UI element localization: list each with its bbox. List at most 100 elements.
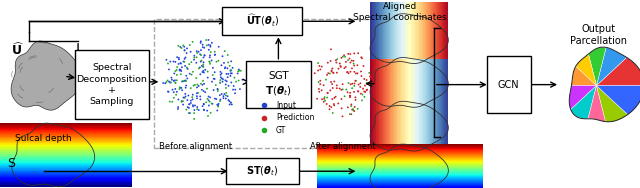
Polygon shape bbox=[413, 59, 414, 188]
Polygon shape bbox=[317, 158, 483, 159]
Polygon shape bbox=[429, 15, 430, 150]
Point bbox=[226, 69, 236, 72]
Point bbox=[218, 78, 228, 81]
Point bbox=[168, 91, 179, 94]
Point bbox=[210, 53, 220, 56]
Polygon shape bbox=[317, 177, 483, 178]
Polygon shape bbox=[388, 15, 389, 150]
Polygon shape bbox=[317, 167, 483, 168]
Polygon shape bbox=[0, 124, 132, 125]
Polygon shape bbox=[435, 59, 436, 188]
Point bbox=[207, 41, 217, 44]
Point bbox=[217, 77, 227, 80]
Point bbox=[227, 103, 237, 106]
Polygon shape bbox=[438, 0, 439, 107]
Point bbox=[174, 58, 184, 61]
Point bbox=[167, 100, 177, 103]
Polygon shape bbox=[0, 146, 132, 147]
Point bbox=[359, 77, 369, 80]
Point bbox=[169, 96, 179, 99]
Polygon shape bbox=[429, 59, 430, 188]
FancyBboxPatch shape bbox=[487, 56, 531, 114]
Polygon shape bbox=[405, 15, 406, 150]
Point bbox=[198, 43, 208, 46]
Text: Prediction: Prediction bbox=[276, 113, 314, 122]
Polygon shape bbox=[317, 186, 483, 187]
Point bbox=[216, 64, 227, 67]
Polygon shape bbox=[317, 166, 483, 167]
FancyBboxPatch shape bbox=[154, 19, 406, 148]
Polygon shape bbox=[414, 59, 415, 188]
Point bbox=[180, 95, 191, 98]
Point bbox=[177, 100, 187, 103]
Point bbox=[236, 69, 246, 72]
Point bbox=[200, 68, 211, 71]
Point bbox=[178, 103, 188, 106]
Polygon shape bbox=[395, 0, 396, 107]
Point bbox=[322, 96, 332, 99]
Polygon shape bbox=[391, 15, 392, 150]
Point bbox=[324, 72, 335, 75]
Point bbox=[337, 88, 348, 91]
Polygon shape bbox=[373, 59, 374, 188]
Point bbox=[191, 61, 202, 64]
Polygon shape bbox=[376, 59, 377, 188]
Point bbox=[189, 117, 199, 120]
Polygon shape bbox=[317, 181, 483, 182]
Point bbox=[356, 70, 366, 73]
Point bbox=[322, 74, 332, 77]
Point bbox=[234, 68, 244, 71]
Point bbox=[349, 64, 359, 67]
Point bbox=[198, 105, 208, 108]
Polygon shape bbox=[400, 59, 401, 188]
Polygon shape bbox=[0, 137, 132, 138]
Point bbox=[360, 84, 370, 87]
Point bbox=[163, 62, 173, 65]
Polygon shape bbox=[0, 143, 132, 144]
Point bbox=[207, 74, 218, 77]
Point bbox=[180, 64, 190, 67]
Polygon shape bbox=[317, 162, 483, 163]
Point bbox=[188, 105, 198, 108]
Point bbox=[203, 76, 213, 79]
Point bbox=[221, 72, 232, 75]
Point bbox=[192, 83, 202, 86]
Point bbox=[215, 98, 225, 101]
Point bbox=[182, 77, 193, 80]
Point bbox=[336, 88, 346, 91]
Point bbox=[327, 67, 337, 70]
Point bbox=[205, 56, 215, 59]
Polygon shape bbox=[435, 15, 436, 150]
Polygon shape bbox=[423, 0, 424, 107]
Text: $\mathbf{ST}(\boldsymbol{\theta}_t)$: $\mathbf{ST}(\boldsymbol{\theta}_t)$ bbox=[246, 164, 278, 178]
Point bbox=[358, 87, 368, 90]
Polygon shape bbox=[387, 15, 388, 150]
Point bbox=[165, 60, 175, 63]
Polygon shape bbox=[404, 59, 405, 188]
Point bbox=[211, 60, 221, 63]
Text: Output
Parcellation: Output Parcellation bbox=[570, 24, 627, 46]
Point bbox=[359, 95, 369, 98]
Polygon shape bbox=[371, 0, 372, 107]
Point bbox=[192, 95, 202, 98]
Point bbox=[181, 74, 191, 77]
Point bbox=[186, 73, 196, 76]
Point bbox=[212, 89, 223, 92]
Point bbox=[235, 88, 245, 91]
Text: $\widehat{\mathbf{U}}\mathbf{T}(\boldsymbol{\theta}_t)$: $\widehat{\mathbf{U}}\mathbf{T}(\boldsym… bbox=[246, 13, 279, 30]
Point bbox=[346, 70, 356, 73]
Point bbox=[223, 61, 234, 64]
Point bbox=[350, 79, 360, 82]
Point bbox=[188, 70, 198, 73]
Polygon shape bbox=[0, 172, 132, 173]
Polygon shape bbox=[588, 86, 605, 122]
Point bbox=[181, 80, 191, 83]
Point bbox=[231, 80, 241, 83]
Point bbox=[179, 49, 189, 52]
Polygon shape bbox=[390, 59, 391, 188]
Point bbox=[360, 90, 371, 93]
Point bbox=[193, 84, 204, 87]
Point bbox=[316, 68, 326, 71]
Polygon shape bbox=[444, 59, 445, 188]
Polygon shape bbox=[0, 142, 132, 143]
